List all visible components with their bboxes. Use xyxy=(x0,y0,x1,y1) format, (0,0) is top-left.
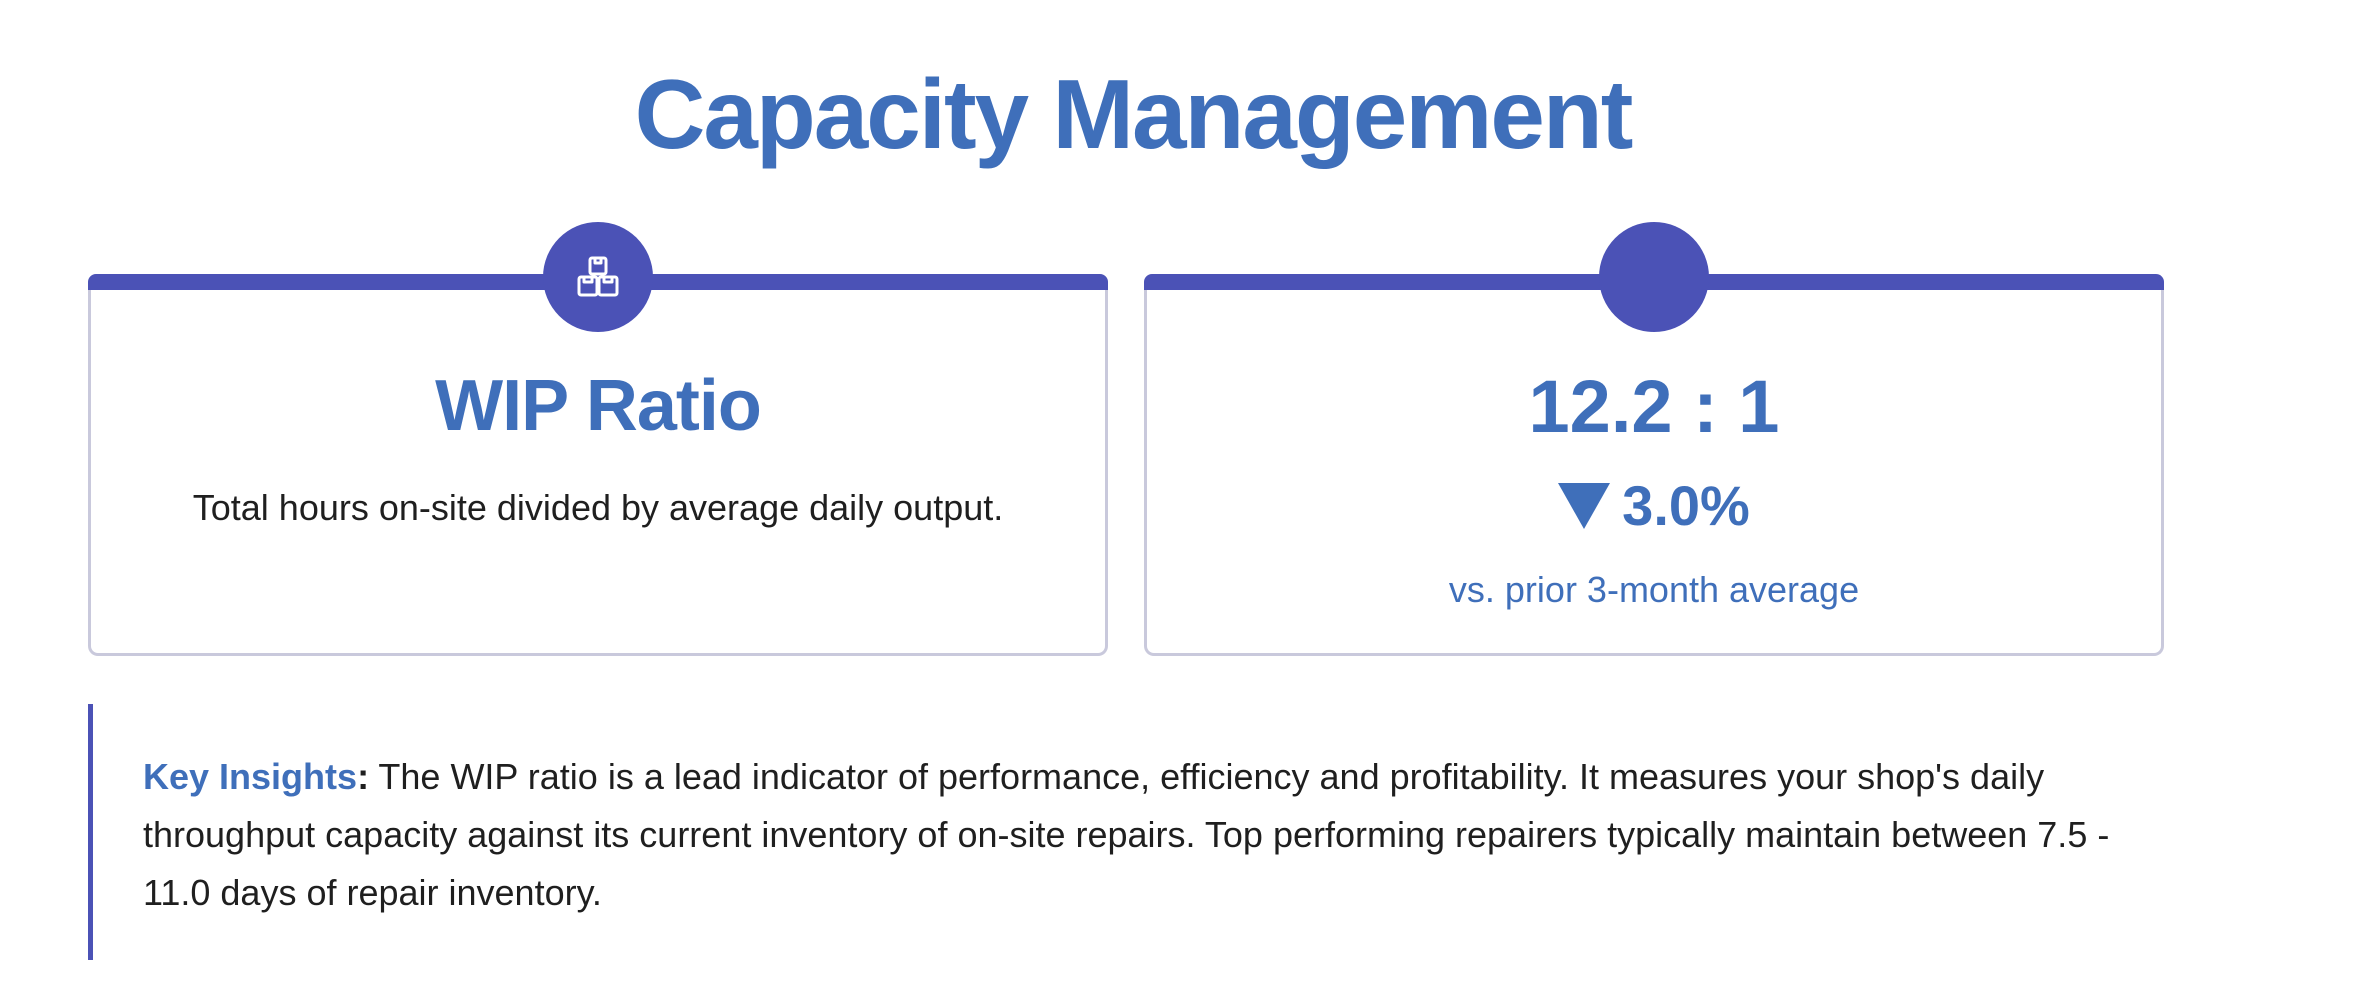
key-insights-callout: Key Insights: The WIP ratio is a lead in… xyxy=(88,704,2178,960)
key-insights-label: Key Insights xyxy=(143,756,358,797)
key-insights-colon: : xyxy=(357,756,370,797)
boxes-icon xyxy=(577,256,619,297)
triangle-down-icon xyxy=(1558,483,1611,529)
wip-ratio-value: 12.2 : 1 xyxy=(1528,365,1780,448)
wip-badge xyxy=(543,222,653,332)
wip-ratio-change-value: 3.0% xyxy=(1622,474,1750,537)
wip-ratio-change: 3.0% xyxy=(1147,478,2161,534)
wip-ratio-title: WIP Ratio xyxy=(435,366,762,446)
key-insights-text: The WIP ratio is a lead indicator of per… xyxy=(143,756,2110,913)
wip-ratio-description: Total hours on-site divided by average d… xyxy=(192,487,1004,528)
page-title: Capacity Management xyxy=(634,59,1634,169)
wip-ratio-card: WIP Ratio Total hours on-site divided by… xyxy=(88,222,1108,656)
metric-badge xyxy=(1599,222,1709,332)
wip-metric-card: 12.2 : 1 3.0% vs. prior 3-month average xyxy=(1144,222,2164,656)
wip-ratio-comparison-note: vs. prior 3-month average xyxy=(1448,569,1860,610)
